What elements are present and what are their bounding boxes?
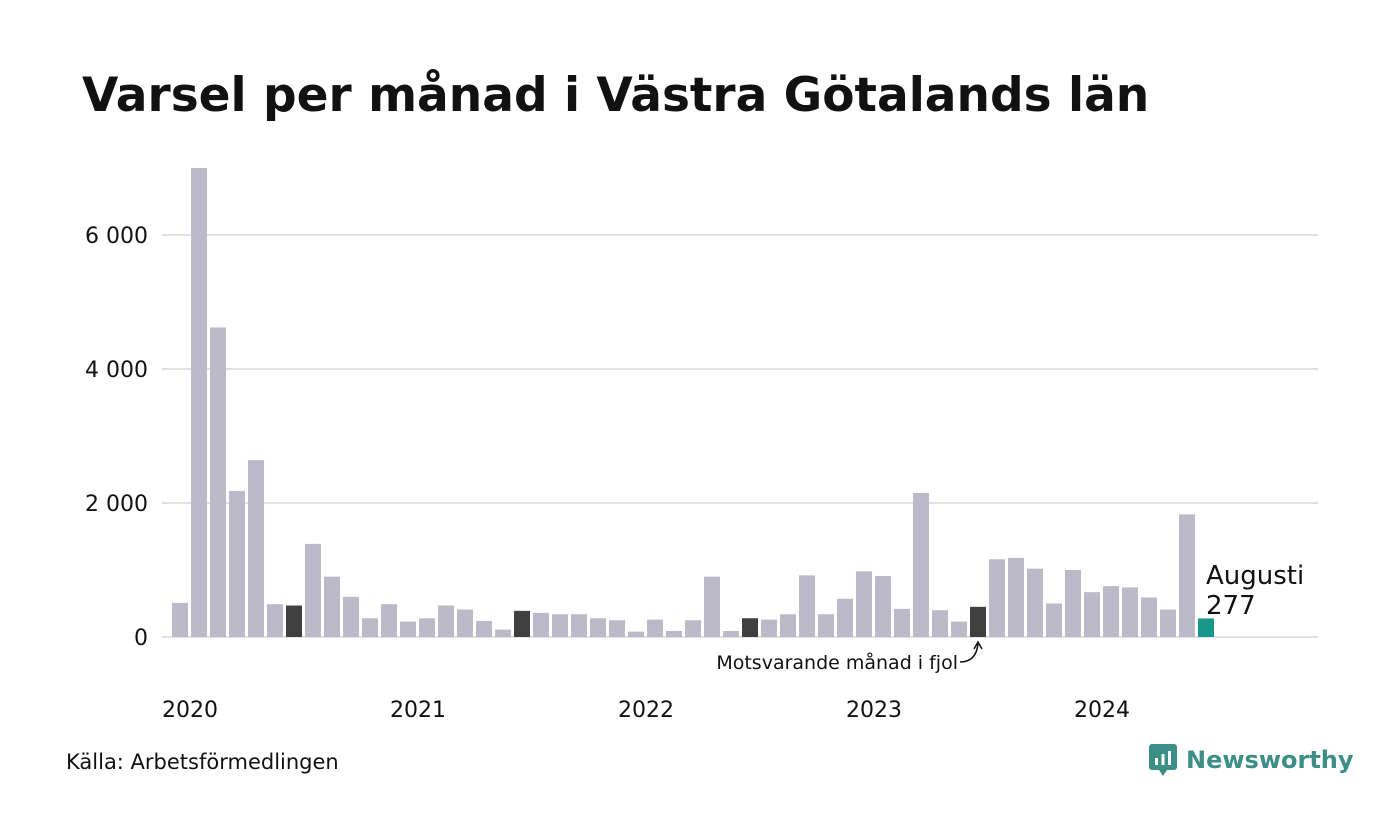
y-tick-label: 6 000: [85, 224, 148, 249]
bar: [609, 620, 625, 637]
bar-highlight: [1198, 618, 1214, 637]
bar: [1103, 586, 1119, 637]
bar: [210, 327, 226, 637]
y-tick-label: 2 000: [85, 492, 148, 517]
bar: [875, 576, 891, 637]
y-tick-label: 0: [134, 626, 148, 651]
bar: [1141, 597, 1157, 637]
bar: [305, 543, 321, 637]
bar: [723, 630, 739, 637]
bar-same-month: [970, 606, 986, 637]
bar: [324, 576, 340, 637]
bar: [1084, 592, 1100, 637]
bar: [438, 605, 454, 637]
bar: [362, 618, 378, 637]
bar: [248, 460, 264, 637]
bar: [1160, 609, 1176, 637]
brand-name: Newsworthy: [1186, 746, 1354, 774]
bar: [932, 610, 948, 637]
y-tick-label: 4 000: [85, 358, 148, 383]
bar: [191, 168, 207, 637]
bar: [780, 614, 796, 637]
bar: [229, 490, 245, 637]
bar: [343, 596, 359, 637]
bar: [571, 614, 587, 637]
bar: [704, 576, 720, 637]
bar: [894, 608, 910, 637]
bar: [799, 575, 815, 637]
bar: [381, 604, 397, 637]
highlight-value-label: 277: [1206, 591, 1256, 621]
bar: [628, 631, 644, 637]
bar: [951, 621, 967, 637]
bar: [172, 602, 188, 637]
bar: [419, 618, 435, 637]
bar: [647, 619, 663, 637]
bar: [837, 598, 853, 637]
bar: [495, 629, 511, 637]
brand: Newsworthy: [1148, 743, 1354, 777]
bar: [1122, 587, 1138, 637]
bar: [1008, 557, 1024, 637]
bar: [818, 614, 834, 637]
bar: [1027, 568, 1043, 637]
bar: [1179, 514, 1195, 637]
bar: [533, 612, 549, 637]
bar-same-month: [286, 605, 302, 637]
bar-same-month: [742, 618, 758, 637]
bar: [476, 620, 492, 637]
bar: [856, 571, 872, 637]
bar: [590, 618, 606, 637]
x-year-label: 2024: [1074, 698, 1130, 723]
bar: [666, 630, 682, 637]
bar: [685, 620, 701, 637]
x-year-label: 2021: [390, 698, 446, 723]
last-year-annotation: Motsvarande månad i fjol: [716, 651, 958, 674]
source-note: Källa: Arbetsförmedlingen: [66, 750, 339, 774]
x-year-label: 2020: [162, 698, 218, 723]
bar: [400, 621, 416, 637]
bar: [989, 559, 1005, 637]
chart-title: Varsel per månad i Västra Götalands län: [82, 68, 1150, 123]
bar: [552, 614, 568, 637]
highlight-month-label: Augusti: [1206, 561, 1304, 591]
newsworthy-logo-icon: [1149, 744, 1177, 776]
bar: [267, 604, 283, 637]
bar: [761, 619, 777, 637]
x-year-label: 2022: [618, 698, 674, 723]
bar: [1065, 570, 1081, 637]
bar: [913, 492, 929, 637]
x-year-label: 2023: [846, 698, 902, 723]
annotation-arrowhead: [973, 640, 983, 650]
annotation-arrow: [959, 643, 979, 663]
bar: [457, 609, 473, 637]
bar: [1046, 603, 1062, 637]
bar-same-month: [514, 610, 530, 637]
